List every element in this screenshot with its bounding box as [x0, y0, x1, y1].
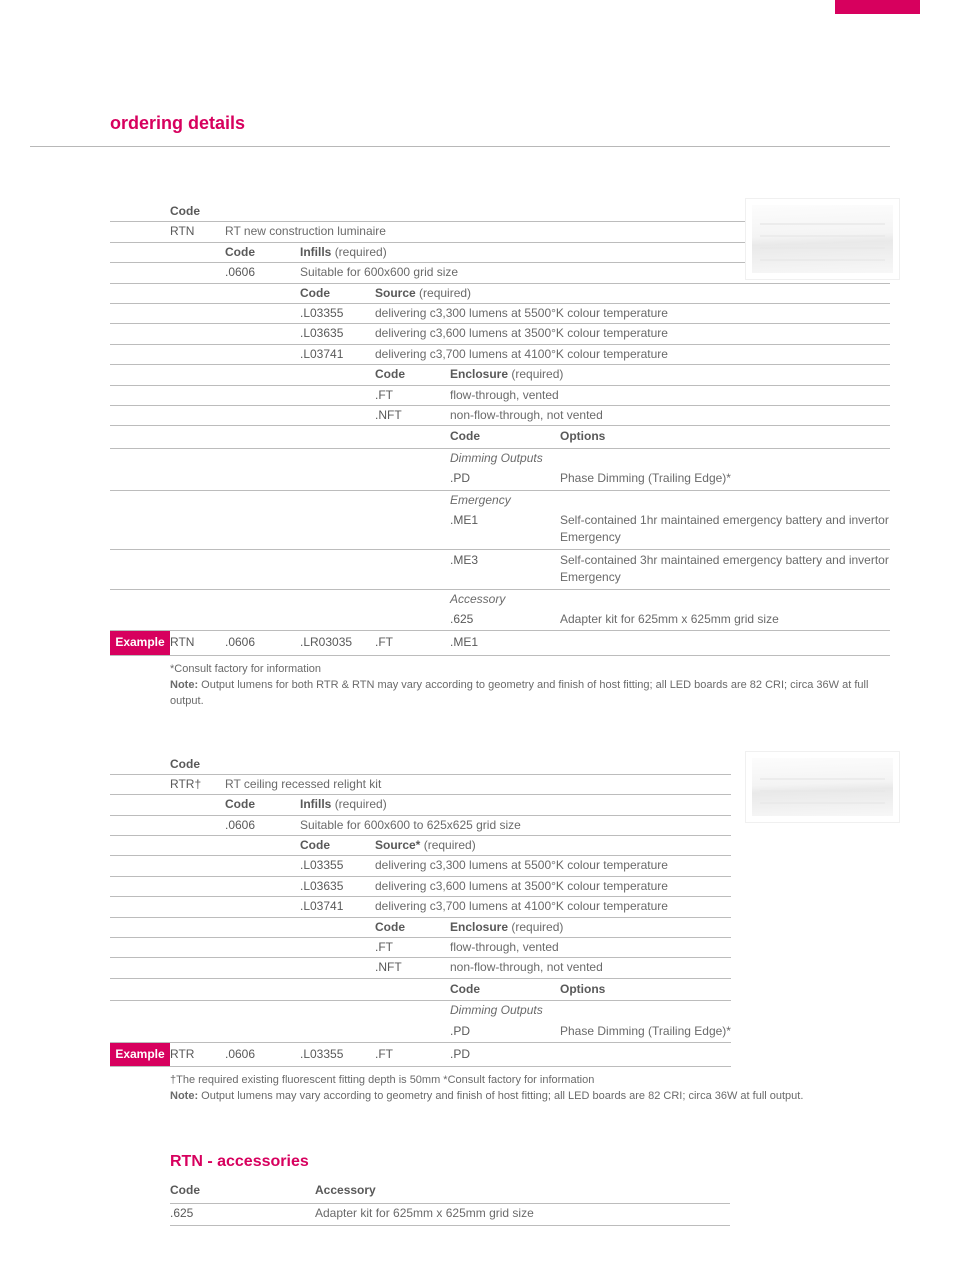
enc-code: .FT	[375, 938, 450, 958]
src-code: .L03355	[300, 304, 375, 324]
page: ordering details Code RTNRT new construc…	[0, 0, 960, 1266]
grp-dimming: Dimming Outputs	[450, 448, 890, 468]
hdr-code: Code	[375, 917, 450, 937]
opt-code: .PD	[450, 469, 560, 488]
desc-rtr: RT ceiling recessed relight kit	[225, 774, 731, 794]
ordering-block-rtn: Code RTNRT new construction luminaire Co…	[110, 202, 890, 709]
enc-code: .NFT	[375, 958, 450, 978]
req: (required)	[419, 286, 471, 300]
src-desc: delivering c3,300 lumens at 5500°K colou…	[375, 304, 890, 324]
hdr-code: Code	[170, 202, 225, 221]
hdr-code: Code	[170, 755, 225, 774]
req: (required)	[335, 245, 387, 259]
accessories-heading: RTN - accessories	[170, 1150, 890, 1173]
src-code: .L03741	[300, 897, 375, 917]
src-code: .L03741	[300, 344, 375, 364]
opt-code: .PD	[450, 1022, 560, 1041]
ex-cell: .FT	[375, 1042, 450, 1066]
accessories-table: CodeAccessory .625Adapter kit for 625mm …	[170, 1181, 730, 1226]
foot2: Output lumens may vary according to geom…	[198, 1090, 803, 1102]
opt-desc: Phase Dimming (Trailing Edge)*	[560, 469, 890, 488]
hdr-infills: Infills	[300, 245, 331, 259]
grp-emergency: Emergency	[450, 490, 890, 510]
ex-cell: .0606	[225, 631, 300, 655]
req: (required)	[511, 367, 563, 381]
code-rtr: RTR†	[170, 774, 225, 794]
src-desc: delivering c3,700 lumens at 4100°K colou…	[375, 344, 890, 364]
foot1: †The required existing fluorescent fitti…	[170, 1074, 594, 1086]
hdr-accessory: Accessory	[315, 1181, 730, 1200]
src-desc: delivering c3,600 lumens at 3500°K colou…	[375, 324, 890, 344]
foot-note-label: Note:	[170, 679, 198, 691]
ex-cell: RTR	[170, 1042, 225, 1066]
ordering-table-rtr: Code RTR†RT ceiling recessed relight kit…	[110, 755, 731, 1068]
hdr-enc: Enclosure	[450, 367, 508, 381]
src-code: .L03635	[300, 876, 375, 896]
hdr-opt: Options	[560, 980, 731, 999]
code-0606: .0606	[225, 815, 300, 835]
hdr-opt: Options	[560, 427, 890, 446]
ordering-block-rtr: Code RTR†RT ceiling recessed relight kit…	[110, 755, 890, 1106]
top-rule	[30, 146, 890, 147]
src-code: .L03355	[300, 856, 375, 876]
hdr-infills: Infills	[300, 797, 331, 811]
grp-accessory: Accessory	[450, 589, 890, 609]
opt-desc: Self-contained 3hr maintained emergency …	[560, 551, 890, 588]
src-desc: delivering c3,600 lumens at 3500°K colou…	[375, 876, 731, 896]
example-label: Example	[110, 1042, 170, 1066]
hdr-code: Code	[450, 427, 560, 446]
product-thumb-rtn	[745, 198, 900, 280]
opt-code: .625	[450, 610, 560, 629]
code-rtn: RTN	[170, 222, 225, 242]
footnote: †The required existing fluorescent fitti…	[170, 1073, 870, 1105]
ex-cell: .ME1	[450, 631, 890, 655]
opt-code: .ME3	[450, 551, 560, 588]
hdr-code: Code	[375, 365, 450, 385]
accent-bar	[835, 0, 920, 14]
opt-code: .ME1	[450, 511, 560, 548]
hdr-source: Source*	[375, 838, 420, 852]
foot2: Output lumens for both RTR & RTN may var…	[170, 679, 868, 707]
foot-note-label: Note:	[170, 1090, 198, 1102]
grp-dimming: Dimming Outputs	[450, 1001, 731, 1021]
ex-cell: RTN	[170, 631, 225, 655]
enc-code: .NFT	[375, 406, 450, 426]
enc-desc: non-flow-through, not vented	[450, 958, 731, 978]
desc-0606: Suitable for 600x600 to 625x625 grid siz…	[300, 815, 731, 835]
req: (required)	[511, 920, 563, 934]
hdr-code: Code	[300, 283, 375, 303]
enc-code: .FT	[375, 385, 450, 405]
example-label: Example	[110, 631, 170, 655]
enc-desc: flow-through, vented	[450, 385, 890, 405]
acc-desc: Adapter kit for 625mm x 625mm grid size	[315, 1203, 730, 1223]
hdr-code: Code	[170, 1181, 315, 1200]
hdr-enc: Enclosure	[450, 920, 508, 934]
opt-desc: Phase Dimming (Trailing Edge)*	[560, 1022, 731, 1041]
src-desc: delivering c3,300 lumens at 5500°K colou…	[375, 856, 731, 876]
code-0606: .0606	[225, 263, 300, 283]
acc-code: .625	[170, 1203, 315, 1223]
page-title: ordering details	[110, 110, 890, 136]
opt-desc: Self-contained 1hr maintained emergency …	[560, 511, 890, 548]
src-code: .L03635	[300, 324, 375, 344]
hdr-source: Source	[375, 286, 416, 300]
hdr-code: Code	[450, 980, 560, 999]
opt-desc: Adapter kit for 625mm x 625mm grid size	[560, 610, 890, 629]
hdr-code: Code	[225, 795, 300, 815]
ex-cell: .FT	[375, 631, 450, 655]
enc-desc: flow-through, vented	[450, 938, 731, 958]
ex-cell: .L03355	[300, 1042, 375, 1066]
req: (required)	[424, 838, 476, 852]
product-thumb-rtr	[745, 751, 900, 823]
req: (required)	[335, 797, 387, 811]
foot1: *Consult factory for information	[170, 663, 321, 675]
footnote: *Consult factory for information Note: O…	[170, 662, 870, 710]
ex-cell: .0606	[225, 1042, 300, 1066]
hdr-code: Code	[300, 836, 375, 856]
ex-cell: .PD	[450, 1042, 731, 1066]
ex-cell: .LR03035	[300, 631, 375, 655]
hdr-code: Code	[225, 242, 300, 262]
src-desc: delivering c3,700 lumens at 4100°K colou…	[375, 897, 731, 917]
enc-desc: non-flow-through, not vented	[450, 406, 890, 426]
